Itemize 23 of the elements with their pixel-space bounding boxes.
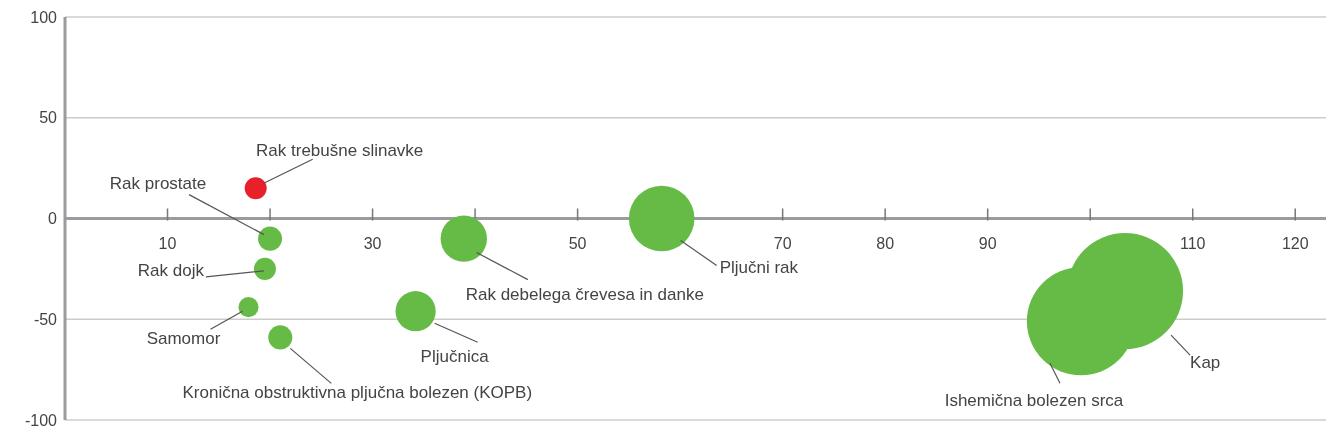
y-tick-label: 0 xyxy=(48,210,58,228)
text: Kronična obstruktivna pljučna bolezen (KOPB) xyxy=(182,383,533,403)
x-tick-label: 110 xyxy=(1179,234,1206,252)
series-label: Samomor xyxy=(146,329,221,349)
x-tick-label: 80 xyxy=(876,234,895,252)
x-tick-label: 10 xyxy=(158,234,177,252)
text: Rak dojk xyxy=(137,260,205,280)
series-label: Pljučnica xyxy=(420,347,490,367)
x-tick-label: 30 xyxy=(363,234,382,252)
x-tick-label: 120 xyxy=(1281,234,1309,252)
y-tick-label: 50 xyxy=(39,109,58,127)
series-label: Kap xyxy=(1190,353,1221,373)
series-label: Ishemična bolezen srca xyxy=(944,391,1124,411)
y-tick-label: 100 xyxy=(30,8,58,26)
x-tick-label: 90 xyxy=(978,234,997,252)
x-tick-label: 70 xyxy=(773,234,792,252)
series-label: Rak debelega črevesa in danke xyxy=(465,284,704,304)
y-tick-label: -100 xyxy=(24,411,58,429)
series-label: Rak trebušne slinavke xyxy=(256,141,424,161)
text: Pljučni rak xyxy=(719,257,799,277)
text: Rak prostate xyxy=(109,173,207,193)
x-tick-label: 50 xyxy=(568,234,587,252)
y-tick-label: -50 xyxy=(33,310,58,328)
